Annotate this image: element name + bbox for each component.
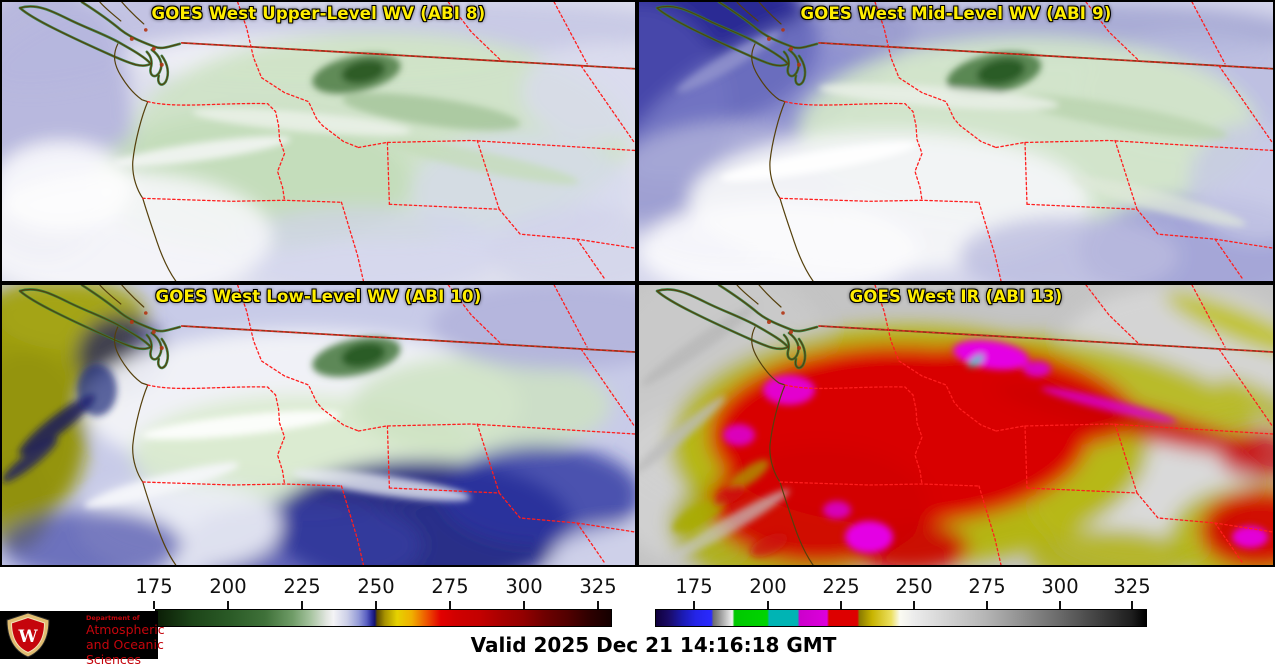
wv-tick xyxy=(449,601,451,609)
ir-tick-label: 300 xyxy=(1041,575,1079,598)
wv-tick-label: 225 xyxy=(283,575,321,598)
ir-colorbar xyxy=(655,609,1147,627)
panel-abi13: GOES West IR (ABI 13) xyxy=(639,285,1273,565)
abi9-satellite-image xyxy=(639,2,1273,281)
logo-name-line1: Atmospheric xyxy=(86,622,165,637)
ir-tick xyxy=(1131,601,1133,609)
ir-tick-label: 225 xyxy=(822,575,860,598)
panel-title-abi10: GOES West Low-Level WV (ABI 10) xyxy=(155,287,482,306)
svg-text:W: W xyxy=(17,627,38,647)
wv-tick xyxy=(153,601,155,609)
wv-tick xyxy=(523,601,525,609)
wv-tick xyxy=(227,601,229,609)
valid-time-label: Valid 2025 Dec 21 14:16:18 GMT xyxy=(470,633,837,657)
panel-abi8: GOES West Upper-Level WV (ABI 8) xyxy=(2,2,635,281)
panel-title-abi13: GOES West IR (ABI 13) xyxy=(849,287,1063,306)
ir-tick xyxy=(1059,601,1061,609)
uw-crest-icon: W xyxy=(6,612,50,658)
footer: 175 200 225 250 275 300 325 175 200 225 … xyxy=(0,567,1275,667)
wv-tick-label: 200 xyxy=(209,575,247,598)
wv-colorbar xyxy=(155,609,612,627)
abi8-satellite-image xyxy=(2,2,635,281)
ir-tick-label: 175 xyxy=(675,575,713,598)
ir-tick xyxy=(913,601,915,609)
ir-tick xyxy=(986,601,988,609)
ir-tick xyxy=(767,601,769,609)
aos-logo: W Department of Atmospheric and Oceanic … xyxy=(0,611,165,667)
wv-tick-label: 325 xyxy=(579,575,617,598)
panel-title-abi8: GOES West Upper-Level WV (ABI 8) xyxy=(151,4,486,23)
ir-tick-label: 275 xyxy=(968,575,1006,598)
wv-tick xyxy=(301,601,303,609)
ir-tick xyxy=(840,601,842,609)
abi13-satellite-image xyxy=(639,285,1273,565)
satellite-panel-grid: GOES West Upper-Level WV (ABI 8) xyxy=(0,0,1275,567)
ir-tick-label: 200 xyxy=(749,575,787,598)
wv-tick-label: 250 xyxy=(357,575,395,598)
abi10-satellite-image xyxy=(2,285,635,565)
wv-tick-label: 175 xyxy=(135,575,173,598)
ir-tick-label: 250 xyxy=(895,575,933,598)
wv-tick-label: 275 xyxy=(431,575,469,598)
wv-tick-label: 300 xyxy=(505,575,543,598)
logo-department-line: Department of xyxy=(86,614,140,622)
panel-title-abi9: GOES West Mid-Level WV (ABI 9) xyxy=(800,4,1112,23)
panel-abi9: GOES West Mid-Level WV (ABI 9) xyxy=(639,2,1273,281)
wv-tick xyxy=(375,601,377,609)
wv-tick xyxy=(597,601,599,609)
ir-tick-label: 325 xyxy=(1113,575,1151,598)
panel-abi10: GOES West Low-Level WV (ABI 10) xyxy=(2,285,635,565)
ir-tick xyxy=(693,601,695,609)
